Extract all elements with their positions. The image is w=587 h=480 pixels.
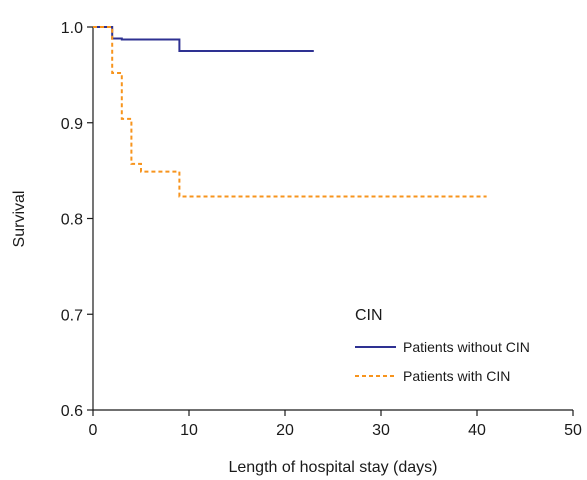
legend: CIN Patients without CIN Patients with CI… xyxy=(355,307,530,384)
x-tick-label: 0 xyxy=(89,422,98,439)
x-tick-label: 30 xyxy=(372,422,390,439)
series-line-2 xyxy=(93,26,487,198)
legend-label: Patients with CIN xyxy=(403,368,510,384)
series-line-1 xyxy=(93,26,314,52)
y-tick-label: 0.9 xyxy=(61,116,83,133)
x-tick-label: 40 xyxy=(468,422,486,439)
x-tick-label: 50 xyxy=(564,422,582,439)
legend-items: Patients without CIN Patients with CIN xyxy=(355,339,530,384)
y-tick-label: 1.0 xyxy=(61,20,83,37)
x-axis-title: Length of hospital stay (days) xyxy=(228,459,437,476)
legend-label: Patients without CIN xyxy=(403,339,530,355)
y-tick-label: 0.7 xyxy=(61,307,83,324)
y-axis-title: Survival xyxy=(11,191,28,248)
x-ticks: 0 10 20 30 40 50 xyxy=(89,410,582,439)
x-tick-label: 10 xyxy=(180,422,198,439)
x-tick-label: 20 xyxy=(276,422,294,439)
y-ticks: 0.6 0.7 0.8 0.9 1.0 xyxy=(61,20,93,420)
y-tick-label: 0.6 xyxy=(61,403,83,420)
y-tick-label: 0.8 xyxy=(61,212,83,229)
legend-title: CIN xyxy=(355,307,383,324)
series-group xyxy=(93,26,487,198)
